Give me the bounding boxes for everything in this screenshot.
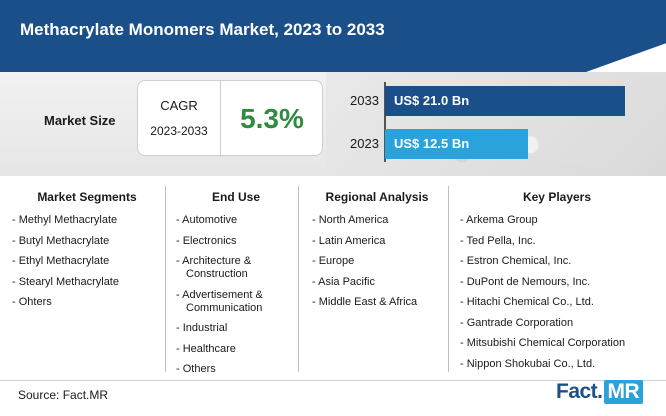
fact-mr-logo: Fact. MR xyxy=(556,380,644,408)
list-item: - Stearyl Methacrylate xyxy=(12,275,119,288)
column-list: - Automotive - Electronics - Architecture … xyxy=(176,214,296,376)
list-item: - Advertisement & Communication xyxy=(176,288,263,314)
list-item: - Others xyxy=(176,363,216,375)
column-divider xyxy=(448,186,449,372)
column-title: Regional Analysis xyxy=(325,190,429,204)
list-item: - Electronics xyxy=(176,234,237,247)
list-item: - Architecture & Construction xyxy=(176,255,252,280)
list-item: - Arkema Group xyxy=(460,214,538,226)
list-item: - Butyl Methacrylate xyxy=(12,234,110,247)
market-size-label: Market Size xyxy=(44,113,116,128)
market-bar-2023: US$ 12.5 Bn xyxy=(385,129,528,159)
cagr-divider xyxy=(220,81,221,157)
bar-year-2033: 2033 xyxy=(350,93,379,108)
bar-year-2023: 2023 xyxy=(350,136,379,151)
list-item: - Industrial xyxy=(176,322,228,334)
column-title: End Use xyxy=(211,190,260,204)
list-item: - North America xyxy=(312,214,389,226)
list-item: - Automotive xyxy=(176,214,238,226)
market-bar-2033: US$ 21.0 Bn xyxy=(385,86,625,116)
source-text: Source: Fact.MR xyxy=(18,388,109,402)
logo-accent: MR xyxy=(603,380,644,404)
column-end-use: End Use - Automotive - Electronics - Archi… xyxy=(176,186,296,378)
list-item: - Methyl Methacrylate xyxy=(12,214,118,226)
cagr-box: CAGR 2023-2033 5.3% xyxy=(137,80,323,157)
list-item: - Ethyl Methacrylate xyxy=(12,255,110,267)
bar-axis xyxy=(384,82,386,162)
column-divider xyxy=(165,186,166,372)
list-item: - Ted Pella, Inc. xyxy=(460,234,536,247)
list-item: - DuPont de Nemours, Inc. xyxy=(460,275,591,288)
column-divider xyxy=(298,186,299,372)
list-item: - Latin America xyxy=(312,234,386,247)
column-key-players: Key Players - Arkema Group - Ted Pella, I… xyxy=(460,186,654,378)
column-list: - Methyl Methacrylate - Butyl Methacrylat… xyxy=(12,214,162,309)
column-title: Market Segments xyxy=(37,190,137,204)
list-item: - Gantrade Corporation xyxy=(460,316,574,329)
list-item: - Hitachi Chemical Co., Ltd. xyxy=(460,296,594,308)
cagr-value: 5.3% xyxy=(240,103,304,134)
column-market-segments: Market Segments - Methyl Methacrylate - B… xyxy=(12,186,162,378)
cagr-label: CAGR xyxy=(160,98,198,113)
list-item: - Healthcare xyxy=(176,342,236,355)
column-regional-analysis: Regional Analysis - North America - Latin… xyxy=(312,186,442,378)
column-list: - Arkema Group - Ted Pella, Inc. - Estron … xyxy=(460,214,654,371)
column-title: Key Players xyxy=(522,190,592,204)
list-item: - Estron Chemical, Inc. xyxy=(460,255,572,267)
footer-divider xyxy=(0,380,666,381)
list-item: - Middle East & Africa xyxy=(312,296,418,308)
list-item: - Europe xyxy=(312,255,355,267)
column-list: - North America - Latin America - Europe - … xyxy=(312,214,442,309)
cagr-period: 2023-2033 xyxy=(150,124,208,138)
list-item: - Asia Pacific xyxy=(312,275,375,288)
logo-main: Fact. xyxy=(556,380,603,403)
page-title: Methacrylate Monomers Market, 2023 to 20… xyxy=(20,20,385,39)
list-item: - Mitsubishi Chemical Corporation xyxy=(460,337,626,349)
header-banner xyxy=(0,0,666,72)
list-item: - Nippon Shokubai Co., Ltd. xyxy=(460,357,596,370)
info-columns: Market Segments - Methyl Methacrylate - B… xyxy=(12,186,654,378)
list-item: - Ohters xyxy=(12,296,52,308)
